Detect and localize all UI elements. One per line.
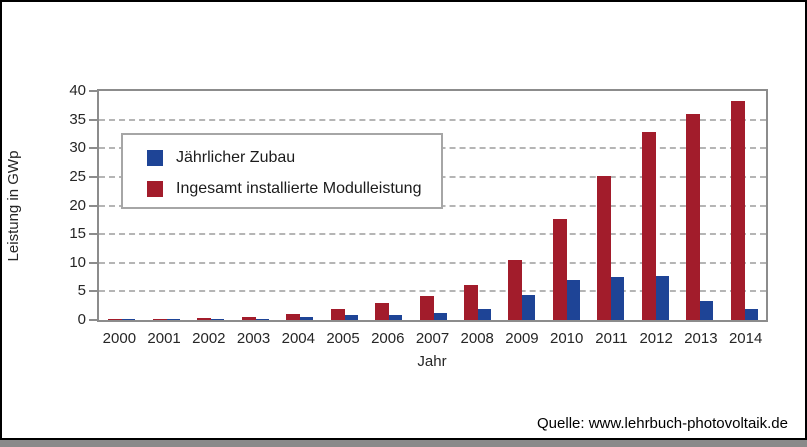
bar-zubau-2001 — [166, 319, 180, 320]
bar-installiert-2004 — [286, 314, 301, 320]
legend: Jährlicher Zubau Ingesamt installierte M… — [121, 133, 443, 209]
y-tick-mark-15 — [89, 233, 97, 236]
x-tick-label-2007: 2007 — [415, 330, 450, 347]
x-tick-label-2011: 2011 — [595, 330, 628, 347]
bar-zubau-2009 — [522, 295, 536, 320]
bar-zubau-2008 — [477, 309, 491, 320]
gridline-15 — [99, 233, 766, 236]
bar-installiert-2006 — [375, 303, 390, 320]
x-tick-label-2008: 2008 — [460, 330, 494, 347]
legend-swatch-blue — [147, 149, 163, 166]
x-tick-label-2012: 2012 — [639, 330, 673, 347]
y-tick-label-20: 20 — [69, 196, 86, 214]
bar-installiert-2008 — [463, 285, 478, 320]
y-tick-label-40: 40 — [69, 82, 86, 99]
bar-installiert-2007 — [419, 296, 434, 320]
y-tick-label-25: 25 — [69, 167, 86, 185]
x-tick-label-2003: 2003 — [236, 330, 271, 347]
x-tick-label-2006: 2006 — [371, 330, 405, 347]
bar-installiert-2010 — [552, 219, 567, 320]
y-tick-mark-10 — [89, 261, 97, 264]
footer-bar — [0, 440, 807, 447]
gridline-5 — [99, 290, 766, 293]
x-tick-label-2002: 2002 — [192, 330, 226, 347]
x-tick-label-2005: 2005 — [326, 330, 360, 347]
bar-zubau-2011 — [611, 277, 625, 320]
y-tick-mark-0 — [89, 319, 97, 321]
bar-zubau-2005 — [344, 315, 358, 320]
x-tick-label-2010: 2010 — [550, 330, 584, 347]
bar-installiert-2000 — [108, 319, 123, 320]
y-tick-label-30: 30 — [69, 139, 86, 157]
y-tick-label-5: 5 — [77, 282, 86, 300]
legend-item-installiert: Ingesamt installierte Modulleistung — [147, 173, 441, 204]
y-tick-label-10: 10 — [69, 253, 86, 271]
bar-installiert-2002 — [197, 318, 212, 320]
bar-zubau-2000 — [122, 319, 136, 320]
y-tick-label-35: 35 — [69, 110, 86, 128]
bar-installiert-2011 — [597, 176, 612, 320]
bar-installiert-2013 — [686, 114, 701, 320]
source-credit: Quelle: www.lehrbuch-photovoltaik.de — [537, 415, 788, 432]
y-tick-label-15: 15 — [69, 225, 86, 243]
y-tick-mark-5 — [89, 290, 97, 293]
bar-zubau-2007 — [433, 313, 447, 320]
x-tick-label-2004: 2004 — [281, 330, 315, 347]
legend-item-zubau: Jährlicher Zubau — [147, 142, 441, 173]
bar-zubau-2006 — [389, 315, 403, 320]
y-tick-mark-25 — [89, 175, 97, 178]
gridline-10 — [99, 261, 766, 264]
y-tick-mark-30 — [89, 147, 97, 150]
bar-installiert-2009 — [508, 260, 523, 320]
y-tick-mark-35 — [89, 118, 97, 121]
bar-zubau-2003 — [255, 319, 269, 320]
bar-installiert-2014 — [730, 101, 745, 320]
x-tick-label-2001: 2001 — [147, 330, 181, 347]
bar-zubau-2004 — [300, 317, 314, 320]
bar-zubau-2002 — [211, 319, 225, 320]
x-tick-label-2014: 2014 — [728, 330, 763, 347]
bar-installiert-2003 — [241, 317, 256, 320]
x-tick-label-2013: 2013 — [684, 330, 718, 347]
x-tick-label-2000: 2000 — [102, 330, 137, 347]
y-tick-mark-40 — [89, 90, 97, 92]
legend-label-installiert: Ingesamt installierte Modulleistung — [176, 179, 422, 197]
bar-installiert-2005 — [330, 309, 345, 320]
bar-zubau-2012 — [655, 276, 669, 320]
gridline-35 — [99, 118, 766, 121]
bar-installiert-2012 — [641, 132, 656, 320]
y-axis-title: Leistung in GWp — [5, 150, 22, 262]
bar-chart: Leistung in GWp 0 5 10 15 20 25 30 35 40 2000 200… — [2, 2, 805, 438]
x-tick-label-2009: 2009 — [505, 330, 539, 347]
y-tick-mark-20 — [89, 204, 97, 207]
y-tick-label-0: 0 — [77, 311, 86, 328]
legend-label-zubau: Jährlicher Zubau — [176, 148, 296, 166]
x-axis-title: Jahr — [417, 353, 447, 370]
bar-zubau-2014 — [744, 309, 758, 320]
bar-zubau-2010 — [566, 280, 580, 320]
bar-zubau-2013 — [700, 301, 714, 320]
bar-installiert-2001 — [152, 319, 167, 320]
legend-swatch-red — [147, 180, 163, 197]
